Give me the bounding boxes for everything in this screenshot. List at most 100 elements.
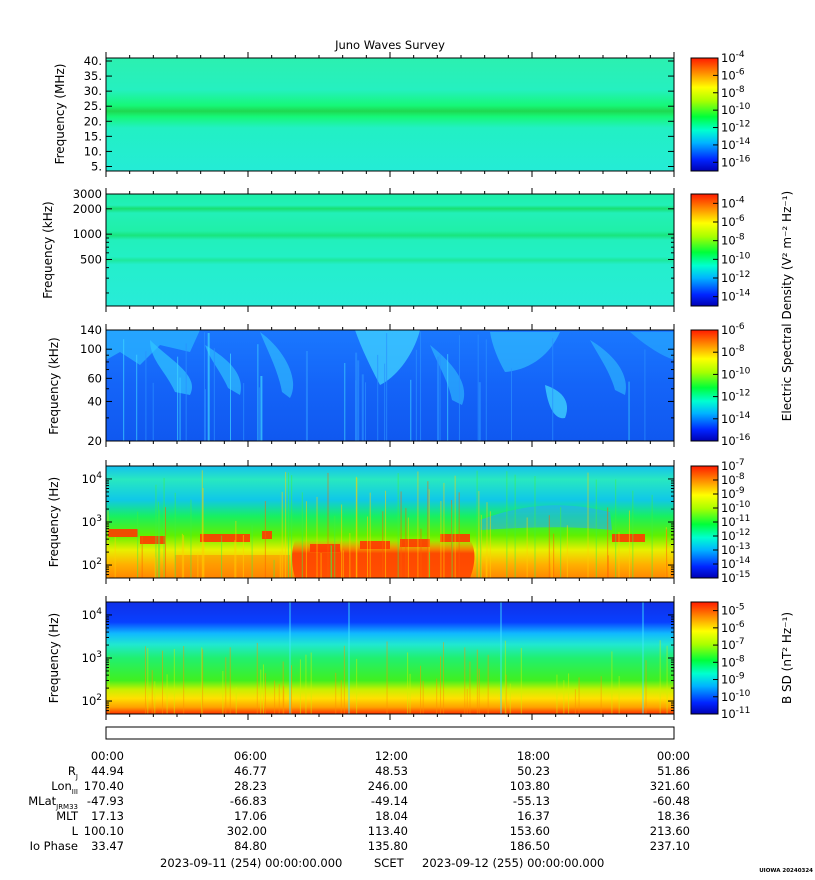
ephemeris-value: 46.77: [234, 764, 267, 778]
colorbar-tick-label: 10-8: [721, 233, 745, 248]
y-tick-label: 104: [82, 471, 103, 486]
panel-3-ylabel: Frequency (kHz): [47, 337, 61, 434]
colorbar-tick-label: 10-5: [721, 603, 745, 618]
ephemeris-value: 51.86: [657, 764, 690, 778]
ephemeris-value: 17.13: [91, 809, 124, 823]
time-label: 12:00: [375, 749, 408, 763]
panel-4-spectrogram: 102 103 104 Frequency (Hz) 10-1510-1410-13…: [47, 458, 751, 585]
colorbar-tick-label: 10-12: [721, 270, 750, 285]
colorbar-tick-label: 10-16: [721, 433, 751, 448]
ephemeris-value: 135.80: [368, 839, 408, 853]
panel-5-image: [106, 602, 674, 714]
panel-4-colorbar: 10-1510-1410-1310-1210-1110-1010-910-810…: [690, 458, 751, 585]
scet-end: 2023-09-12 (255) 00:00:00.000: [422, 856, 604, 870]
ephemeris-row-label: RJ: [68, 764, 78, 781]
ephemeris-value: 28.23: [234, 779, 267, 793]
y-tick-label: 20.: [84, 114, 102, 128]
ephemeris-row-label: L: [72, 824, 79, 838]
colorbar-tick-label: 10-10: [721, 500, 751, 515]
y-tick-label: 30.: [84, 84, 102, 98]
ephemeris-value: 302.00: [227, 824, 267, 838]
y-tick-label: 102: [82, 557, 102, 572]
panel-5-ylabel: Frequency (Hz): [47, 613, 61, 704]
y-tick-label: 100: [80, 342, 102, 356]
y-tick-label: 102: [82, 693, 102, 708]
panel-3-emission: [106, 330, 674, 441]
ephemeris-value: -60.48: [653, 794, 690, 808]
colorbar-tick-label: 10-10: [721, 251, 751, 266]
ephemeris-value: 48.53: [375, 764, 408, 778]
ephemeris-value: 186.50: [510, 839, 550, 853]
y-tick-label: 20: [87, 434, 102, 448]
colorbar-tick-label: 10-9: [721, 486, 745, 501]
panel-2-colorbar: 10-14 10-12 10-10 10-8 10-6 10-4: [690, 193, 751, 307]
ephemeris-row-label: MLT: [56, 809, 79, 823]
ephemeris-value: 103.80: [510, 779, 550, 793]
time-label: 18:00: [517, 749, 550, 763]
ephemeris-row-label: MLatJRM33: [28, 794, 78, 811]
ephemeris-value: 321.60: [650, 779, 690, 793]
colorbar-tick-label: 10-11: [721, 514, 750, 529]
panel-2-ylabel: Frequency (kHz): [41, 201, 55, 298]
colorbar-tick-label: 10-13: [721, 542, 750, 557]
ephemeris-value: 50.23: [517, 764, 550, 778]
ephemeris-value: 18.04: [375, 809, 408, 823]
y-tick-label: 1000: [73, 227, 102, 241]
ephemeris-value: 44.94: [91, 764, 124, 778]
colorbar-tick-label: 10-11: [721, 706, 750, 721]
colorbar-tick-label: 10-14: [721, 137, 751, 152]
ephemeris-value: -55.13: [513, 794, 550, 808]
colorbar-scale: [691, 602, 718, 714]
panel-5-emission: [108, 602, 668, 714]
y-tick-label: 103: [82, 514, 102, 529]
y-tick-label: 35.: [84, 69, 102, 83]
panel-2-image: [106, 194, 674, 306]
colorbar-tick-label: 10-10: [721, 102, 751, 117]
panel-4-y-ticks: 102 103 104: [82, 460, 675, 584]
magnetic-colorbar-title: B SD (nT² Hz⁻¹): [780, 612, 794, 704]
colorbar-scale: [691, 330, 718, 441]
panel-1-ylabel: Frequency (MHz): [53, 64, 67, 165]
figure-title: Juno Waves Survey: [334, 38, 445, 52]
panel-1-colorbar: 10-16 10-14 10-12 10-10 10-8 10-6 10-4: [690, 50, 751, 172]
colorbar-tick-label: 10-7: [721, 637, 745, 652]
time-label: 00:00: [657, 749, 690, 763]
panel-4-ylabel: Frequency (Hz): [47, 477, 61, 568]
colorbar-tick-label: 10-14: [721, 411, 751, 426]
time-axis-strip: [105, 726, 675, 740]
ephemeris-value: 16.37: [517, 809, 550, 823]
ephemeris-value: 170.40: [84, 779, 124, 793]
ephemeris-value: 100.10: [84, 824, 124, 838]
y-tick-label: 40.: [84, 54, 102, 68]
scet-start: 2023-09-11 (254) 00:00:00.000: [160, 856, 342, 870]
panel-1-image: [106, 58, 674, 171]
colorbar-tick-label: 10-16: [721, 154, 751, 169]
panel-5-colorbar: 10-11 10-10 10-9 10-8 10-7 10-6 10-5: [690, 601, 751, 721]
panel-4-emission: [107, 470, 670, 578]
colorbar-tick-label: 10-12: [721, 389, 750, 404]
colorbar-tick-label: 10-14: [721, 556, 751, 571]
colorbar-tick-label: 10-6: [721, 620, 745, 635]
y-tick-label: 25.: [84, 99, 102, 113]
colorbar-scale: [691, 194, 718, 306]
panel-1-spectrogram: 5.10.15.20.25.30.35.40. Frequency (MHz) …: [53, 50, 751, 177]
y-tick-label: 10.: [84, 144, 102, 158]
ephemeris-value: -47.93: [87, 794, 124, 808]
ephemeris-value: 33.47: [91, 839, 124, 853]
colorbar-tick-label: 10-4: [721, 50, 745, 65]
colorbar-tick-label: 10-12: [721, 120, 750, 135]
colorbar-scale: [691, 58, 718, 171]
y-tick-label: 5.: [91, 159, 102, 173]
colorbar-tick-label: 10-14: [721, 289, 751, 304]
ephemeris-value: 237.10: [650, 839, 690, 853]
colorbar-tick-label: 10-6: [721, 214, 745, 229]
ephemeris-value: -49.14: [371, 794, 408, 808]
y-tick-label: 500: [80, 252, 102, 266]
ephemeris-value: 246.00: [368, 779, 408, 793]
ephemeris-row-label: LonIII: [51, 779, 78, 796]
ephemeris-value: 18.36: [657, 809, 690, 823]
